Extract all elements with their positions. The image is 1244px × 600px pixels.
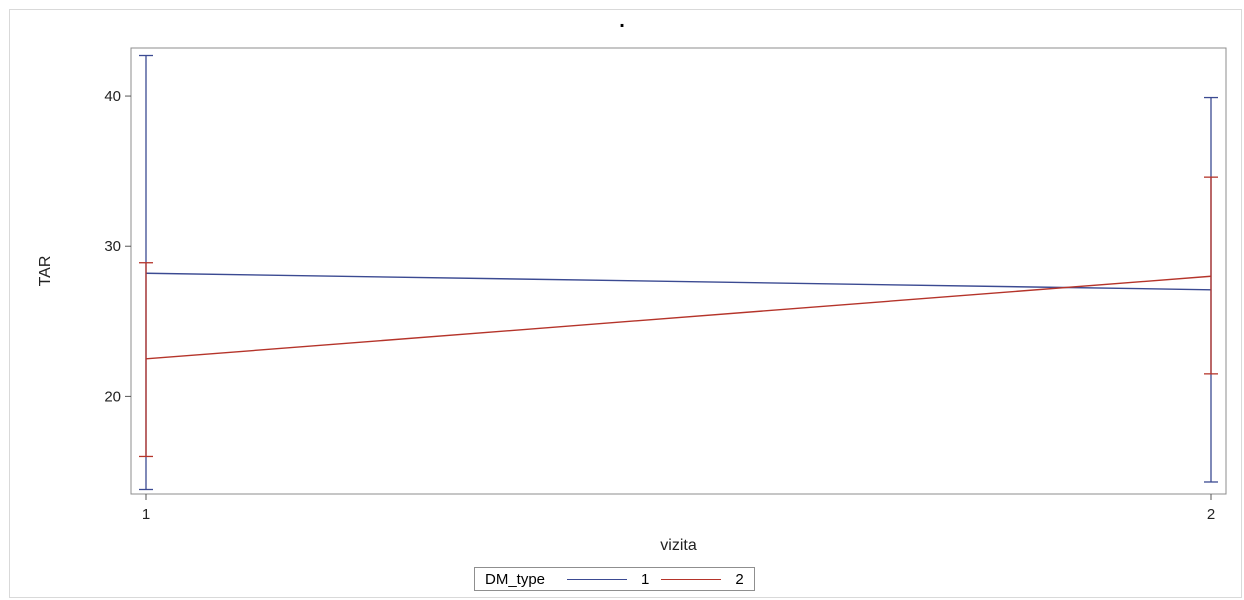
legend-label-1: 1 bbox=[641, 570, 650, 588]
legend-label-2: 2 bbox=[735, 570, 744, 588]
plot-area bbox=[130, 47, 1227, 495]
legend-swatch-1 bbox=[567, 578, 628, 580]
legend-item-1: 1 bbox=[567, 571, 649, 588]
y-tick-label: 30 bbox=[104, 238, 121, 255]
series-2 bbox=[139, 176, 1218, 458]
series-1 bbox=[139, 54, 1218, 491]
chart-title: . bbox=[619, 10, 625, 32]
legend-swatch-2 bbox=[661, 578, 722, 580]
legend-item-2: 2 bbox=[661, 570, 744, 588]
legend-title: DM_type bbox=[485, 570, 546, 588]
x-tick-label: 2 bbox=[1207, 506, 1215, 523]
legend: DM_type 1 2 bbox=[474, 567, 755, 591]
y-tick-label: 40 bbox=[104, 88, 121, 105]
series-line bbox=[145, 272, 1212, 291]
series-line bbox=[145, 275, 1212, 360]
y-axis-title: TAR bbox=[37, 256, 54, 287]
chart-frame bbox=[9, 9, 1242, 598]
x-axis-title: vizita bbox=[660, 537, 697, 554]
x-tick-label: 1 bbox=[142, 506, 150, 523]
y-tick-label: 20 bbox=[104, 388, 121, 405]
